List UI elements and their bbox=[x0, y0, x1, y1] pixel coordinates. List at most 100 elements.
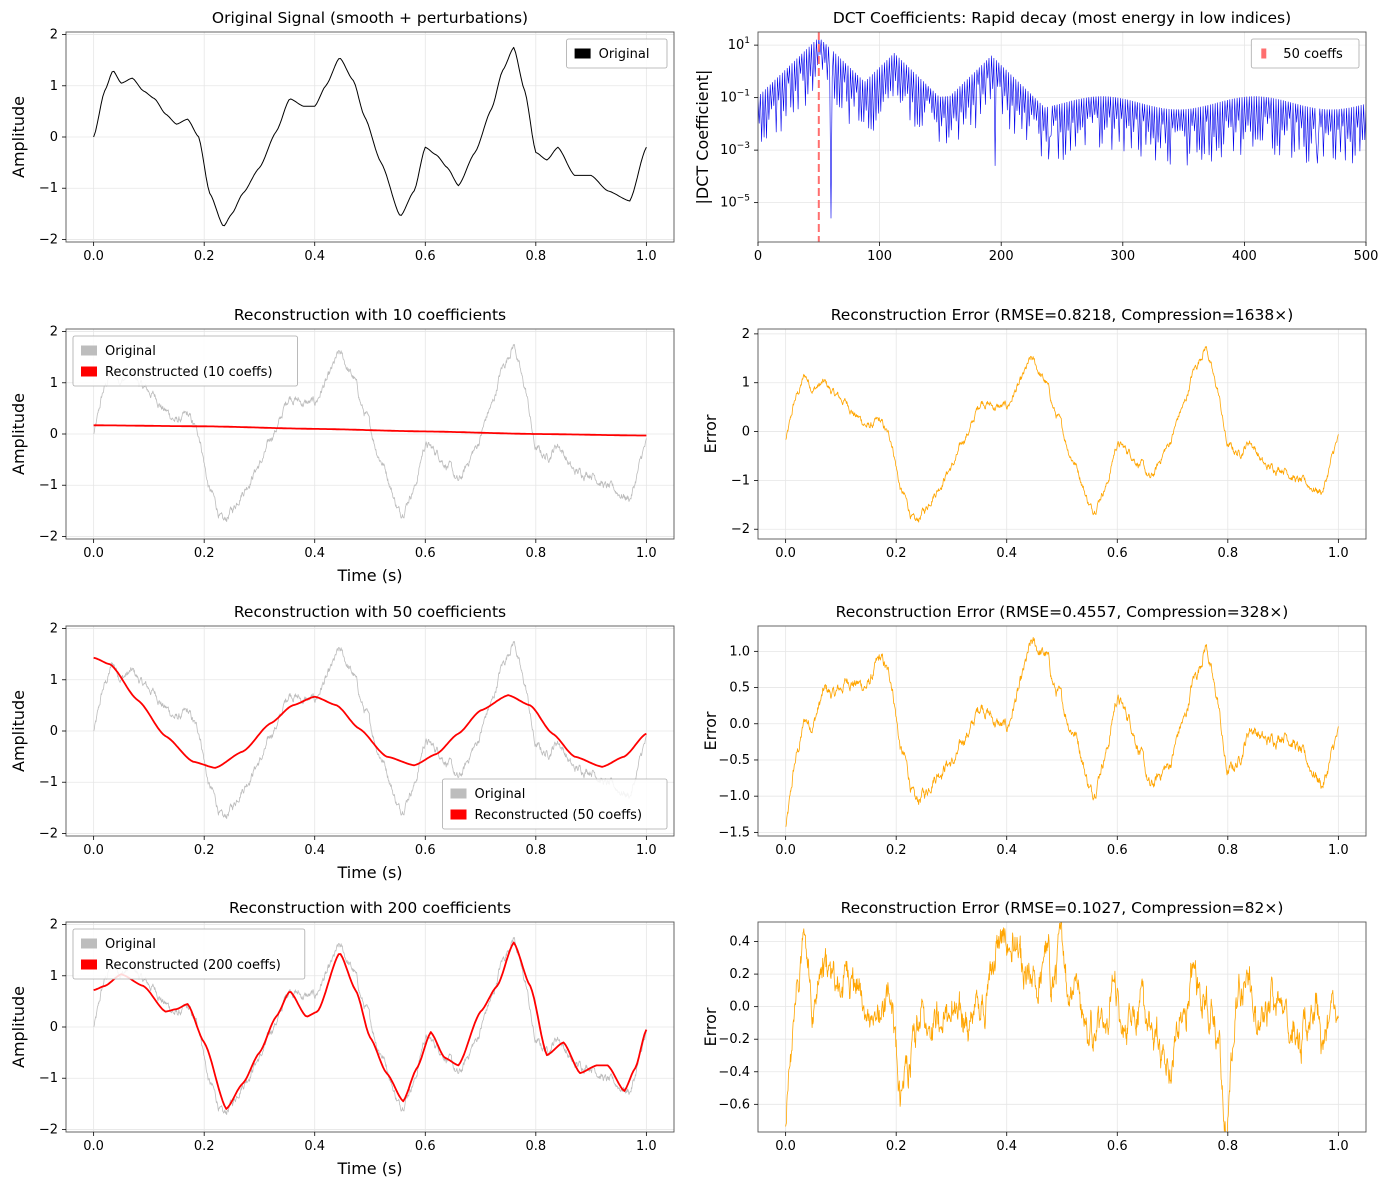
y-tick-label: −1.0 bbox=[718, 789, 750, 804]
y-tick-label: −2 bbox=[731, 522, 750, 537]
x-tick-label: 0.2 bbox=[194, 249, 215, 264]
y-tick-label: 2 bbox=[50, 918, 58, 933]
plot-area bbox=[93, 641, 647, 819]
y-axis-label: Error bbox=[701, 414, 720, 453]
legend-box bbox=[442, 778, 668, 830]
y-tick-label: 1 bbox=[50, 376, 58, 391]
x-tick-label: 400 bbox=[1232, 249, 1257, 264]
y-axis-label: Amplitude bbox=[9, 96, 28, 178]
panel-p6: 0.0 0.2 0.4 0.6 0.8 1.0 −2 −1 0 1 2 Reconstruction … bbox=[9, 899, 675, 1178]
y-tick-label: 2 bbox=[742, 327, 750, 342]
x-tick-label: 0.6 bbox=[415, 843, 436, 858]
axes-frame bbox=[757, 328, 1367, 540]
plot-area bbox=[785, 346, 1339, 523]
legend: 50 coeffs bbox=[1250, 38, 1360, 69]
x-tick-label: 0.8 bbox=[1217, 843, 1238, 858]
legend-swatch bbox=[574, 48, 591, 59]
axes-frame bbox=[757, 921, 1367, 1133]
x-tick-label: 0.0 bbox=[775, 1139, 796, 1154]
y-tick-label: 1 bbox=[50, 673, 58, 688]
chart-title: Reconstruction Error (RMSE=0.8218, Compr… bbox=[831, 306, 1294, 324]
panel-p3: 0.0 0.2 0.4 0.6 0.8 1.0 −2 −1 0 1 2 Reconstruction … bbox=[701, 306, 1367, 561]
legend: Original bbox=[566, 38, 668, 69]
x-tick-label: 0 bbox=[754, 249, 762, 264]
x-tick-label: 1.0 bbox=[636, 1139, 657, 1154]
panel-p5: 0.0 0.2 0.4 0.6 0.8 1.0 −1.5 −1.0 −0.5 0.0 0.5 1.0 R… bbox=[701, 603, 1367, 858]
y-tick-label: −0.5 bbox=[718, 753, 750, 768]
y-tick-label: 1 bbox=[50, 969, 58, 984]
x-tick-label: 0.2 bbox=[886, 546, 907, 561]
x-tick-label: 0.8 bbox=[1217, 1139, 1238, 1154]
plot-area bbox=[785, 637, 1339, 827]
chart-title: DCT Coefficients: Rapid decay (most ener… bbox=[833, 9, 1291, 27]
x-tick-label: 0.2 bbox=[194, 1139, 215, 1154]
y-tick-label: 0 bbox=[50, 1020, 58, 1035]
legend: Original Reconstructed (50 coeffs) bbox=[442, 778, 668, 830]
chart-title: Original Signal (smooth + perturbations) bbox=[212, 9, 528, 27]
plot-area bbox=[93, 46, 647, 227]
x-axis-label: Time (s) bbox=[336, 1159, 402, 1178]
series-line-0 bbox=[93, 344, 647, 522]
y-tick-label: 2 bbox=[50, 28, 58, 43]
chart-title: Reconstruction Error (RMSE=0.1027, Compr… bbox=[841, 899, 1284, 917]
x-tick-label: 0.6 bbox=[1107, 843, 1128, 858]
y-tick-label: −0.6 bbox=[718, 1097, 750, 1112]
axes-frame bbox=[757, 31, 1367, 243]
x-tick-label: 0.8 bbox=[1217, 546, 1238, 561]
x-tick-label: 0.6 bbox=[415, 546, 436, 561]
y-tick-label: 0.4 bbox=[729, 935, 750, 950]
x-tick-label: 0.0 bbox=[775, 546, 796, 561]
legend: Original Reconstructed (200 coeffs) bbox=[72, 928, 306, 980]
axes-frame bbox=[757, 625, 1367, 837]
chart-title: Reconstruction Error (RMSE=0.4557, Compr… bbox=[836, 603, 1289, 621]
x-tick-label: 0.6 bbox=[415, 249, 436, 264]
x-tick-label: 1.0 bbox=[1328, 843, 1349, 858]
y-tick-label: 1 bbox=[50, 79, 58, 94]
legend-box bbox=[72, 335, 298, 387]
x-tick-label: 1.0 bbox=[636, 843, 657, 858]
legend-label: Original bbox=[105, 937, 156, 952]
legend-label: 50 coeffs bbox=[1283, 47, 1343, 62]
y-axis-label: Amplitude bbox=[9, 393, 28, 475]
y-tick-label: −2 bbox=[39, 1122, 58, 1137]
y-axis-label: Amplitude bbox=[9, 690, 28, 772]
series-line-1 bbox=[93, 656, 647, 769]
x-tick-label: 0.4 bbox=[996, 546, 1017, 561]
chart-title: Reconstruction with 50 coefficients bbox=[234, 603, 506, 621]
legend-swatch bbox=[81, 959, 97, 970]
y-tick-label: 0.5 bbox=[729, 681, 750, 696]
chart-title: Reconstruction with 200 coefficients bbox=[229, 899, 511, 917]
plot-area bbox=[93, 344, 647, 522]
x-tick-label: 0.2 bbox=[886, 843, 907, 858]
legend-swatch bbox=[81, 366, 97, 377]
x-tick-label: 300 bbox=[1110, 249, 1135, 264]
legend-label: Original bbox=[599, 47, 650, 62]
x-tick-label: 0.4 bbox=[304, 843, 325, 858]
y-axis-label: Amplitude bbox=[9, 986, 28, 1068]
y-axis-label: |DCT Coefficient| bbox=[693, 70, 712, 205]
series-line-0 bbox=[785, 637, 1339, 827]
x-tick-label: 1.0 bbox=[636, 546, 657, 561]
y-axis-label: Error bbox=[701, 1007, 720, 1046]
x-tick-label: 0.8 bbox=[525, 546, 546, 561]
x-tick-label: 0.4 bbox=[304, 1139, 325, 1154]
legend-swatch bbox=[81, 345, 97, 356]
legend: Original Reconstructed (10 coeffs) bbox=[72, 335, 298, 387]
legend-label: Reconstructed (10 coeffs) bbox=[105, 365, 273, 380]
x-tick-label: 0.0 bbox=[83, 249, 104, 264]
x-tick-label: 1.0 bbox=[1328, 1139, 1349, 1154]
y-tick-label: 1.0 bbox=[729, 644, 750, 659]
legend-label: Reconstructed (50 coeffs) bbox=[475, 808, 643, 823]
series-line-0 bbox=[93, 46, 647, 227]
series-line bbox=[758, 37, 1366, 219]
y-tick-label: 10−5 bbox=[720, 194, 750, 211]
y-tick-label: 10−3 bbox=[720, 141, 750, 158]
x-tick-label: 0.0 bbox=[83, 546, 104, 561]
y-tick-label: −1 bbox=[39, 181, 58, 196]
legend-label: Reconstructed (200 coeffs) bbox=[105, 958, 281, 973]
y-tick-label: −1 bbox=[39, 478, 58, 493]
y-tick-label: 101 bbox=[728, 36, 750, 53]
y-tick-label: 0 bbox=[50, 427, 58, 442]
y-tick-label: −1 bbox=[39, 1071, 58, 1086]
